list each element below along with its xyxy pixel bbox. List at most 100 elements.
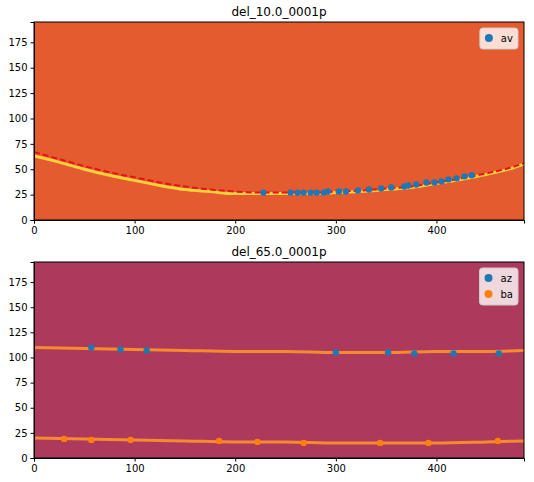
tick-label: 100 [126,225,145,236]
plot-area [34,344,524,446]
tick-mark [31,118,35,119]
tick-mark [31,282,35,283]
frame [34,22,524,220]
tick-label: 125 [8,327,27,338]
point [461,173,467,179]
tick: 0 [31,220,37,236]
point [438,178,444,184]
tick-mark [31,433,35,434]
tick-label: 50 [15,164,28,175]
point [287,189,293,195]
point [260,189,266,195]
point [425,440,431,446]
tick: 125 [8,327,34,338]
legend-label: az [501,273,512,284]
tick: 75 [15,377,34,388]
legend-label: av [501,33,513,44]
tick: 200 [226,458,245,474]
legend-marker [485,274,493,282]
tick: 50 [15,164,34,175]
tick: 175 [8,277,34,288]
tick-mark [336,458,337,462]
tick-mark [31,93,35,94]
legend-item: ba [485,289,513,300]
panel: 01002003004000255075100125150175del_10.0… [8,5,524,236]
tick-mark [31,195,35,196]
tick: 25 [15,428,34,439]
legend: av [480,28,518,49]
tick-mark [235,458,236,462]
point [333,349,339,355]
point [377,440,383,446]
tick-label: 25 [15,428,28,439]
point [143,347,149,353]
point [423,179,429,185]
image-background [34,262,524,458]
tick-mark [31,220,35,221]
tick-label: 300 [327,463,346,474]
point [88,437,94,443]
point [496,350,502,356]
point [343,188,349,194]
tick-label: 50 [15,402,28,413]
legend-item: az [485,273,512,284]
figure: 01002003004000255075100125150175del_10.0… [0,0,534,482]
tick-label: 175 [8,37,27,48]
point [355,187,361,193]
title: del_65.0_0001p [231,245,326,259]
legend-label: ba [501,289,513,300]
tick-mark [31,307,35,308]
tick: 0 [21,453,34,464]
tick: 400 [427,458,446,474]
tick-label: 100 [126,463,145,474]
tick: 125 [8,88,34,99]
tick-label: 125 [8,88,27,99]
tick-mark [31,42,35,43]
point [468,172,474,178]
tick: 100 [126,220,145,236]
tick-mark [31,169,35,170]
x-axis: 0 100 200 300 400 [31,458,524,474]
tick-mark [135,458,136,462]
point [216,438,222,444]
tick: 100 [126,458,145,474]
panel: 01002003004000255075100125150175del_65.0… [8,245,524,474]
point [431,179,437,185]
tick-label: 75 [15,139,28,150]
point [294,189,300,195]
point [405,182,411,188]
legend-marker [485,290,493,298]
tick-label: 25 [15,189,28,200]
plot-area [34,152,524,196]
point [314,189,320,195]
y-axis: 0255075100125150175 [8,263,34,464]
legend-box [480,28,518,49]
frame [34,262,524,458]
legend-item: av [485,33,513,44]
tick-mark [135,220,136,224]
x-axis: 0100200300400 [31,220,524,236]
tick-label: 400 [427,225,446,236]
point [61,436,67,442]
tick-label: 75 [15,377,28,388]
legend-box [480,268,518,305]
tick-mark [336,220,337,224]
legend-marker [485,34,493,42]
tick-label: 100 [8,113,27,124]
point [388,184,394,190]
tick: 400 [427,220,446,236]
point [378,185,384,191]
tick: 200 [226,220,245,236]
tick-label: 0 [21,453,27,464]
point [413,181,419,187]
tick: 0 [31,458,37,474]
tick-label: 0 [31,463,37,474]
curve [34,347,524,352]
tick-label: 150 [8,302,27,313]
point [88,344,94,350]
tick: 75 [15,139,34,150]
point [254,439,260,445]
tick-mark [436,220,437,224]
point [307,189,313,195]
tick-label: 0 [21,215,27,226]
